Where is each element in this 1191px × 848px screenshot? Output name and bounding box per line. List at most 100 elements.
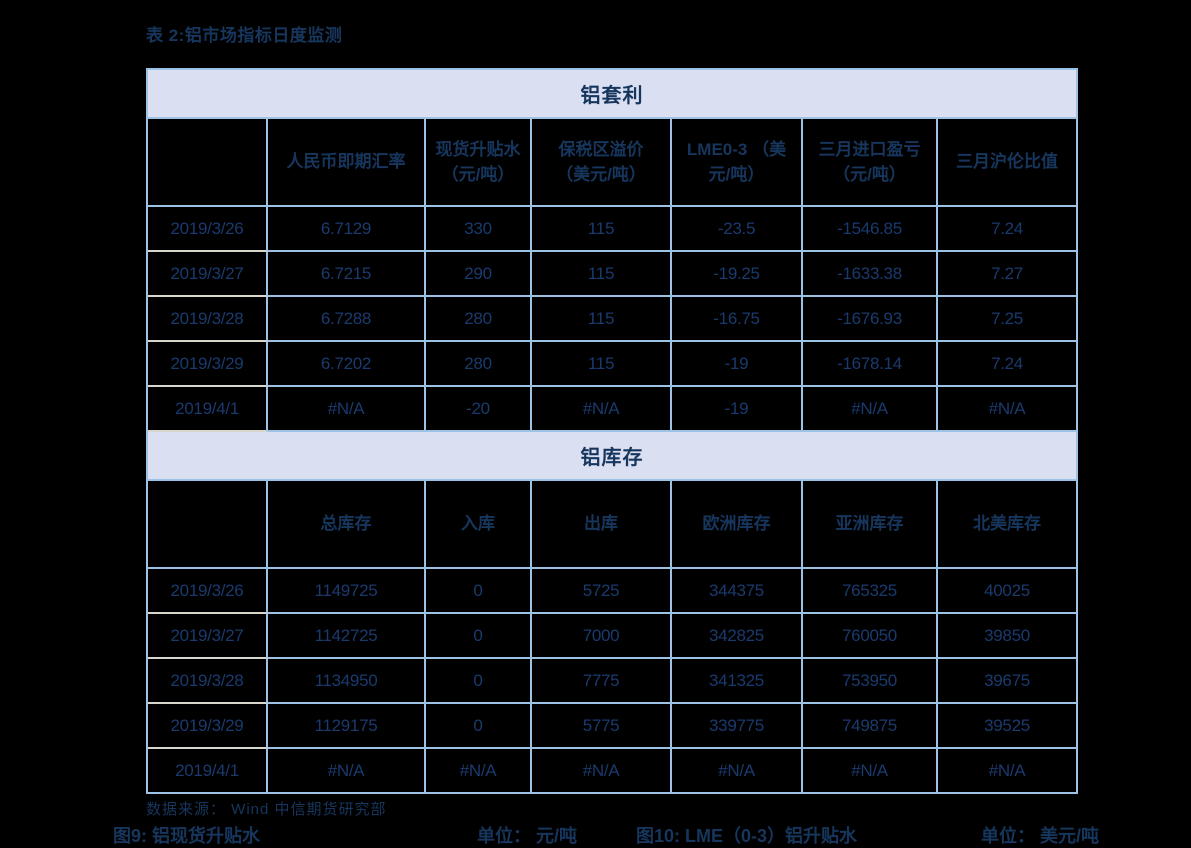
value-cell: 5725: [532, 569, 672, 614]
value-cell: 115: [532, 207, 672, 252]
value-cell: 753950: [803, 659, 938, 704]
value-cell: -16.75: [672, 297, 803, 342]
value-cell: 39525: [938, 704, 1077, 749]
value-cell: 280: [426, 342, 532, 387]
value-cell: 290: [426, 252, 532, 297]
table-row: 2019/3/28 6.7288 280 115 -16.75 -1676.93 7.25: [148, 297, 1077, 342]
column-header: 欧洲库存: [672, 481, 803, 569]
column-header: 入库: [426, 481, 532, 569]
value-cell: -19.25: [672, 252, 803, 297]
table-row: 2019/3/27 6.7215 290 115 -19.25 -1633.38 7.27: [148, 252, 1077, 297]
value-cell: 1142725: [268, 614, 426, 659]
figure-caption-left: 图9: 铝现货升贴水: [113, 826, 261, 846]
value-cell: #N/A: [268, 387, 426, 432]
section-band-row: 铝库存: [148, 432, 1077, 481]
table-row: 2019/4/1 #N/A -20 #N/A -19 #N/A #N/A: [148, 387, 1077, 432]
value-cell: #N/A: [672, 749, 803, 792]
value-cell: #N/A: [803, 387, 938, 432]
value-cell: 0: [426, 659, 532, 704]
corner-cell: [148, 481, 268, 569]
figure-unit-right: 单位： 美元/吨: [981, 826, 1100, 846]
value-cell: 6.7215: [268, 252, 426, 297]
section-band-title: 铝库存: [148, 432, 1077, 481]
market-table: 铝套利 人民币即期汇率 现货升贴水 （元/吨） 保税区溢价 （美元/吨） LME0-3 …: [146, 68, 1079, 794]
value-cell: 6.7288: [268, 297, 426, 342]
value-cell: -19: [672, 387, 803, 432]
value-cell: 39850: [938, 614, 1077, 659]
value-cell: -1678.14: [803, 342, 938, 387]
figure-caption-right: 图10: LME（0-3）铝升贴水: [636, 826, 858, 846]
column-header: 三月进口盈亏 （元/吨）: [803, 119, 938, 207]
column-header: 现货升贴水 （元/吨）: [426, 119, 532, 207]
date-cell: 2019/4/1: [148, 749, 268, 792]
date-cell: 2019/3/26: [148, 207, 268, 252]
column-header-row: 总库存 入库 出库 欧洲库存 亚洲库存 北美库存: [148, 481, 1077, 569]
value-cell: -19: [672, 342, 803, 387]
value-cell: 40025: [938, 569, 1077, 614]
date-cell: 2019/3/27: [148, 614, 268, 659]
value-cell: #N/A: [938, 749, 1077, 792]
market-table-body: 铝套利 人民币即期汇率 现货升贴水 （元/吨） 保税区溢价 （美元/吨） LME0-3 …: [148, 70, 1077, 792]
table-row: 2019/3/26 6.7129 330 115 -23.5 -1546.85 7.24: [148, 207, 1077, 252]
date-cell: 2019/3/26: [148, 569, 268, 614]
value-cell: 7.25: [938, 297, 1077, 342]
value-cell: 280: [426, 297, 532, 342]
value-cell: 330: [426, 207, 532, 252]
market-table-container: 铝套利 人民币即期汇率 现货升贴水 （元/吨） 保税区溢价 （美元/吨） LME0-3 …: [146, 68, 1079, 794]
value-cell: #N/A: [938, 387, 1077, 432]
value-cell: 115: [532, 297, 672, 342]
column-header: 总库存: [268, 481, 426, 569]
date-cell: 2019/3/28: [148, 659, 268, 704]
value-cell: 7775: [532, 659, 672, 704]
value-cell: 341325: [672, 659, 803, 704]
value-cell: 1129175: [268, 704, 426, 749]
column-header: 北美库存: [938, 481, 1077, 569]
value-cell: 6.7129: [268, 207, 426, 252]
value-cell: 7.24: [938, 342, 1077, 387]
column-header: LME0-3 （美 元/吨）: [672, 119, 803, 207]
date-cell: 2019/3/29: [148, 704, 268, 749]
date-cell: 2019/3/29: [148, 342, 268, 387]
value-cell: #N/A: [426, 749, 532, 792]
section-band-row: 铝套利: [148, 70, 1077, 119]
table-row: 2019/4/1 #N/A #N/A #N/A #N/A #N/A #N/A: [148, 749, 1077, 792]
value-cell: #N/A: [803, 749, 938, 792]
value-cell: 115: [532, 252, 672, 297]
value-cell: 342825: [672, 614, 803, 659]
value-cell: 6.7202: [268, 342, 426, 387]
table-row: 2019/3/29 1129175 0 5775 339775 749875 39525: [148, 704, 1077, 749]
table-row: 2019/3/27 1142725 0 7000 342825 760050 39850: [148, 614, 1077, 659]
value-cell: -20: [426, 387, 532, 432]
value-cell: 0: [426, 569, 532, 614]
value-cell: 7.27: [938, 252, 1077, 297]
date-cell: 2019/4/1: [148, 387, 268, 432]
figure-unit-left: 单位： 元/吨: [477, 826, 578, 846]
value-cell: 39675: [938, 659, 1077, 704]
value-cell: -1633.38: [803, 252, 938, 297]
value-cell: #N/A: [532, 749, 672, 792]
value-cell: 0: [426, 614, 532, 659]
value-cell: 115: [532, 342, 672, 387]
date-cell: 2019/3/27: [148, 252, 268, 297]
value-cell: -23.5: [672, 207, 803, 252]
column-header-row: 人民币即期汇率 现货升贴水 （元/吨） 保税区溢价 （美元/吨） LME0-3 （美 …: [148, 119, 1077, 207]
value-cell: 765325: [803, 569, 938, 614]
table-row: 2019/3/29 6.7202 280 115 -19 -1678.14 7.24: [148, 342, 1077, 387]
value-cell: 5775: [532, 704, 672, 749]
table-row: 2019/3/28 1134950 0 7775 341325 753950 39675: [148, 659, 1077, 704]
page-title: 表 2:铝市场指标日度监测: [146, 26, 343, 45]
column-header: 保税区溢价 （美元/吨）: [532, 119, 672, 207]
value-cell: -1546.85: [803, 207, 938, 252]
value-cell: 7000: [532, 614, 672, 659]
value-cell: 7.24: [938, 207, 1077, 252]
column-header: 人民币即期汇率: [268, 119, 426, 207]
value-cell: #N/A: [532, 387, 672, 432]
value-cell: 760050: [803, 614, 938, 659]
table-row: 2019/3/26 1149725 0 5725 344375 765325 40025: [148, 569, 1077, 614]
value-cell: 344375: [672, 569, 803, 614]
column-header: 出库: [532, 481, 672, 569]
value-cell: -1676.93: [803, 297, 938, 342]
value-cell: 0: [426, 704, 532, 749]
value-cell: 1134950: [268, 659, 426, 704]
corner-cell: [148, 119, 268, 207]
